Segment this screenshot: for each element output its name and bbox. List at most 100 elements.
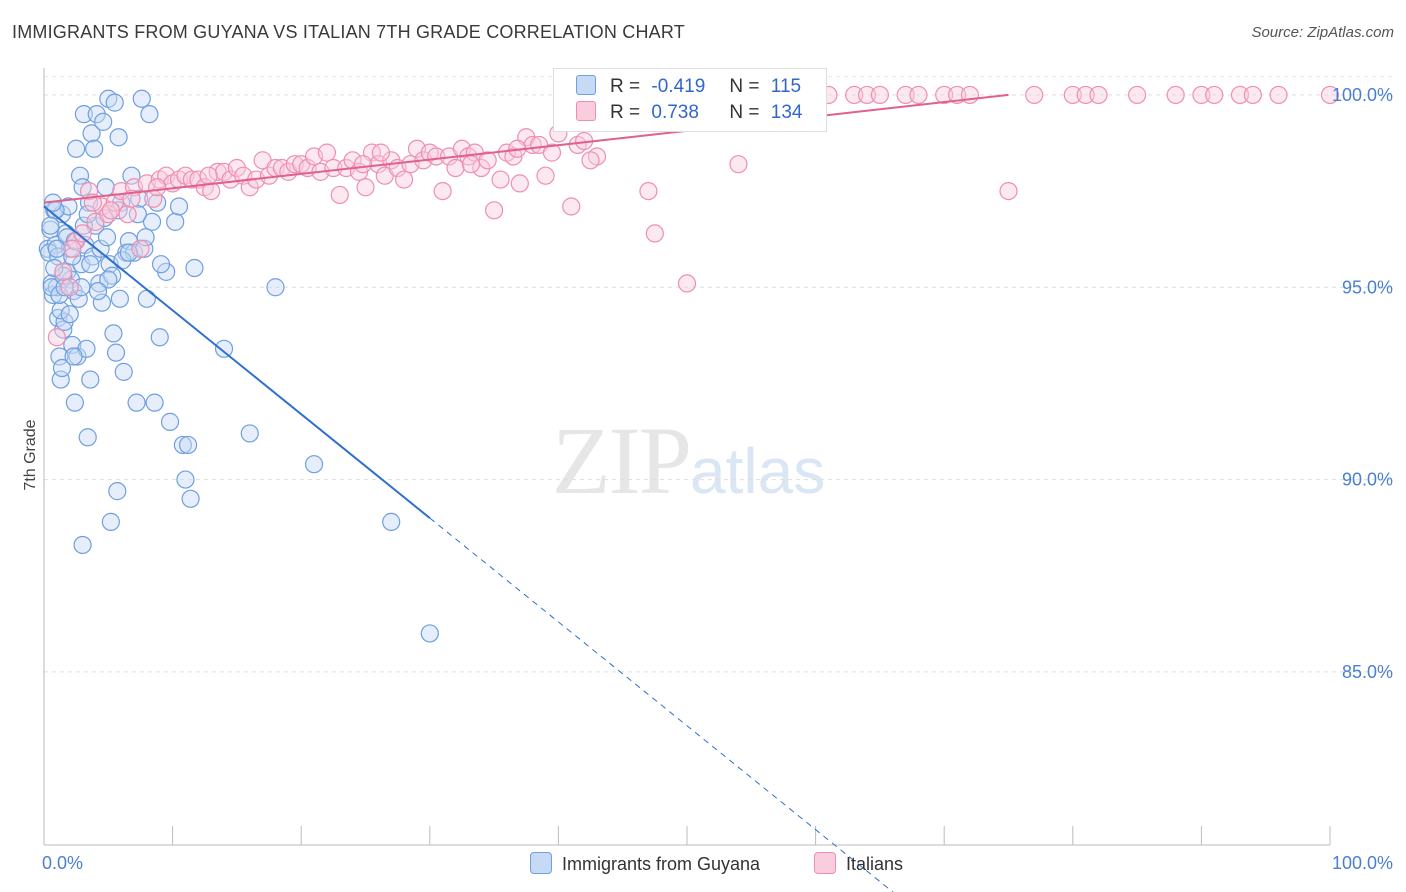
italians-point [562, 197, 581, 216]
guyana-point [96, 178, 115, 197]
italians-point [1089, 85, 1108, 105]
legend-item-italians[interactable]: Italians [814, 852, 903, 875]
guyana-point [97, 228, 117, 247]
italians-point [73, 224, 92, 243]
guyana-point [73, 535, 92, 555]
italians-point [118, 205, 137, 224]
italians-point [101, 201, 120, 220]
stats-legend: R = -0.419 N = 115 R = 0.738 N = 134 [553, 68, 827, 132]
guyana-point [92, 293, 111, 312]
guyana-point [88, 281, 108, 301]
guyana-point [173, 435, 192, 455]
italians-point [947, 85, 967, 105]
italians-point [645, 224, 664, 243]
guyana-point [266, 278, 285, 297]
guyana-legend-swatch [530, 852, 552, 874]
italians-point [639, 181, 658, 201]
italians-point [845, 85, 864, 105]
italians-point [79, 181, 99, 201]
guyana-point [151, 255, 171, 274]
italians-point [1192, 85, 1211, 105]
italians-point [870, 85, 890, 105]
guyana-point [122, 166, 141, 185]
x-tick-label-min: 0.0% [42, 853, 83, 873]
guyana-point [136, 228, 155, 247]
italians-point [202, 181, 221, 201]
italians-point [536, 166, 555, 185]
italians-point [909, 85, 928, 105]
guyana-point [304, 455, 324, 474]
guyana-point [150, 328, 169, 347]
guyana-point [132, 89, 151, 108]
guyana-point [119, 243, 138, 262]
guyana-point [63, 335, 82, 355]
y-tick-label: 100.0% [1332, 85, 1393, 105]
guyana-trend-extension [429, 517, 894, 892]
guyana-point [41, 216, 60, 235]
guyana-point [82, 124, 101, 143]
italians-point [1269, 85, 1288, 105]
watermark: ZIPatlas [552, 405, 825, 516]
guyana-point [214, 339, 234, 358]
italians-swatch [576, 101, 596, 121]
italians-point [857, 85, 877, 105]
guyana-point [106, 343, 126, 362]
guyana-point [142, 212, 162, 231]
tick-labels: 85.0% 90.0% 95.0% 100.0% 0.0% 100.0% [42, 85, 1393, 873]
watermark-zip: ZIP [552, 407, 692, 514]
italians-point [324, 158, 343, 178]
italians-point [148, 178, 167, 197]
guyana-point [420, 624, 439, 643]
italians-point [1063, 85, 1082, 105]
legend-row-italians: R = 0.738 N = 134 [576, 101, 802, 127]
guyana-point [160, 412, 180, 431]
italians-points [47, 85, 1340, 347]
guyana-point [140, 105, 159, 124]
italians-point [317, 143, 337, 162]
italians-point [394, 170, 414, 189]
italians-point [1076, 85, 1095, 105]
guyana-point [47, 239, 66, 258]
guyana-point [178, 435, 198, 455]
italians-point [896, 85, 915, 105]
legend-row-guyana: R = -0.419 N = 115 [576, 75, 801, 101]
source-label[interactable]: Source: ZipAtlas.com [1251, 24, 1394, 41]
guyana-point [60, 305, 79, 324]
italians-point [356, 178, 375, 197]
guyana-n-label: N = [729, 76, 760, 97]
italians-point [371, 143, 391, 162]
italians-trend-line [43, 93, 1009, 204]
italians-legend-swatch [814, 852, 836, 874]
guyana-point [70, 166, 90, 185]
guyana-point [114, 362, 133, 381]
italians-point [1230, 85, 1250, 105]
italians-point [63, 239, 82, 258]
legend-item-guyana[interactable]: Immigrants from Guyana [530, 852, 760, 875]
italians-point [1025, 85, 1044, 105]
guyana-point [181, 489, 200, 508]
guyana-point [52, 358, 72, 378]
italians-r-value: 0.738 [651, 102, 699, 123]
guyana-point [105, 93, 124, 112]
guyana-point [128, 205, 147, 224]
italians-point [330, 185, 349, 205]
guyana-point [42, 278, 61, 297]
guyana-point [67, 139, 86, 158]
guyana-n-value: 115 [770, 76, 802, 97]
italians-point [935, 85, 954, 105]
guyana-point [166, 212, 185, 231]
guyana-point [91, 239, 110, 258]
italians-point [122, 189, 141, 208]
guyana-point [78, 428, 97, 447]
guyana-point [127, 393, 146, 412]
x-tick-label-max: 100.0% [1332, 853, 1393, 873]
gridlines [44, 75, 1395, 673]
italians-point [485, 201, 504, 220]
guyana-point [240, 424, 259, 443]
guyana-point [185, 258, 204, 278]
guyana-point [101, 512, 120, 531]
guyana-point [81, 255, 100, 274]
italians-n-value: 134 [770, 102, 803, 123]
guyana-trend-line [43, 205, 431, 519]
y-tick-label: 85.0% [1342, 662, 1393, 682]
